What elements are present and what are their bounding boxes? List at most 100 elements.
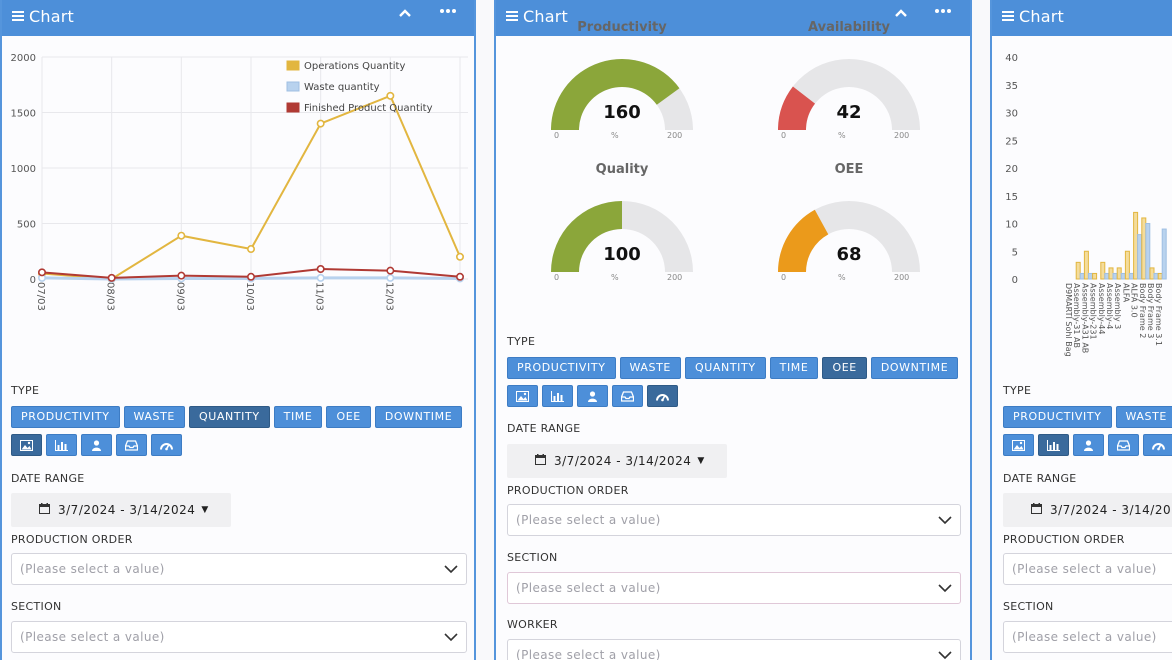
bar-operations[interactable] (1149, 267, 1155, 280)
gauge-fill (551, 59, 680, 130)
type-button-waste[interactable]: WASTE (619, 357, 681, 379)
type-button-waste[interactable]: WASTE (123, 406, 185, 428)
bar-operations[interactable] (1141, 217, 1147, 280)
y-tick-label: 35 (1005, 81, 1018, 92)
type-button-quantity[interactable]: QUANTITY (684, 357, 766, 379)
bar-waste[interactable] (1161, 228, 1167, 280)
user-view-button[interactable] (81, 434, 112, 456)
type-button-waste[interactable]: WASTE (1115, 406, 1172, 428)
bar-waste[interactable] (1104, 272, 1110, 280)
legend-label[interactable]: Finished Product Quantity (304, 103, 433, 114)
type-button-productivity[interactable]: PRODUCTIVITY (1003, 406, 1112, 428)
chevron-up-icon[interactable] (894, 6, 908, 24)
type-button-quantity[interactable]: QUANTITY (188, 406, 270, 428)
production-order-select[interactable]: (Please select a value) (507, 504, 961, 536)
legend-swatch (286, 81, 300, 92)
type-button-time[interactable]: TIME (273, 406, 323, 428)
more-icon[interactable] (934, 4, 952, 22)
type-button-downtime[interactable]: DOWNTIME (374, 406, 463, 428)
bar-operations[interactable] (1157, 272, 1163, 280)
type-button-time[interactable]: TIME (769, 357, 819, 379)
date-range-picker[interactable]: 3/7/2024 - 3/14/2024 ▼ (507, 444, 727, 478)
tray-view-button[interactable] (612, 385, 643, 407)
hamburger-menu-icon[interactable] (12, 7, 24, 26)
gauge-fill (778, 209, 829, 272)
chevron-up-icon[interactable] (398, 6, 412, 24)
y-tick-label: 40 (1005, 53, 1018, 64)
data-point[interactable] (455, 252, 464, 261)
bar-waste[interactable] (1079, 272, 1085, 280)
hamburger-menu-icon[interactable] (1002, 7, 1014, 26)
data-point[interactable] (177, 271, 186, 280)
hamburger-menu-icon[interactable] (506, 7, 518, 26)
user-view-button[interactable] (577, 385, 608, 407)
section-select[interactable]: (Please select a value) (11, 621, 467, 653)
data-point[interactable] (316, 119, 325, 128)
legend-label[interactable]: Waste quantity (304, 82, 380, 93)
bar-waste[interactable] (1153, 272, 1159, 280)
type-button-row: PRODUCTIVITY WASTE QUANTITY TIME OEE DOWNTIME (507, 357, 959, 379)
date-range-picker[interactable]: 3/7/2024 - 3/14/2024 ▼ (11, 493, 231, 527)
gauge-view-button[interactable] (151, 434, 182, 456)
image-view-button[interactable] (507, 385, 538, 407)
image-view-button[interactable] (11, 434, 42, 456)
gauge-unit-label: % (611, 131, 619, 140)
data-point[interactable] (386, 91, 395, 100)
date-range-label: DATE RANGE (507, 422, 581, 435)
data-point[interactable] (247, 272, 256, 281)
section-select[interactable]: (Please select a value) (507, 572, 961, 604)
gauge-view-button[interactable] (1143, 434, 1172, 456)
gauge-title: Availability (808, 20, 890, 35)
type-button-downtime[interactable]: DOWNTIME (870, 357, 959, 379)
type-button-oee[interactable]: OEE (326, 406, 371, 428)
bar-waste[interactable] (1128, 272, 1134, 280)
production-order-select[interactable]: (Please select a value) (11, 553, 467, 585)
data-point[interactable] (316, 273, 325, 282)
bar-operations[interactable] (1133, 211, 1139, 280)
type-button-productivity[interactable]: PRODUCTIVITY (507, 357, 616, 379)
type-button-productivity[interactable]: PRODUCTIVITY (11, 406, 120, 428)
bar-operations[interactable] (1124, 250, 1130, 280)
chart-panel-quantity: Chart 0 500 1000 1500 2000 07/03 08/03 09/03 10/… (0, 0, 476, 660)
gauge-view-button[interactable] (647, 385, 678, 407)
tray-view-button[interactable] (116, 434, 147, 456)
bar-waste[interactable] (1112, 272, 1118, 280)
type-button-row: PRODUCTIVITY WASTE QUANTITY TIME OEE DOWNTIME (11, 406, 463, 428)
worker-select[interactable]: (Please select a value) (507, 639, 961, 660)
date-range-picker[interactable]: 3/7/2024 - 3/14/2024 (1003, 493, 1172, 527)
data-point[interactable] (107, 273, 116, 282)
bar-chart-view-button[interactable] (542, 385, 573, 407)
data-point[interactable] (37, 268, 46, 277)
user-view-button[interactable] (1073, 434, 1104, 456)
gauge-icon (160, 440, 173, 451)
y-tick-label: 1000 (11, 164, 36, 175)
production-order-select[interactable]: (Please select a value) (1003, 553, 1172, 585)
bar-waste[interactable] (1120, 272, 1126, 280)
bar-waste[interactable] (1087, 272, 1093, 280)
bar-operations[interactable] (1092, 272, 1098, 280)
bar-waste[interactable] (1137, 234, 1143, 280)
image-view-button[interactable] (1003, 434, 1034, 456)
bar-waste[interactable] (1145, 223, 1151, 280)
bar-operations[interactable] (1100, 261, 1106, 280)
view-icon-row (507, 385, 678, 407)
bar-chart-view-button[interactable] (1038, 434, 1069, 456)
data-point[interactable] (455, 272, 464, 281)
data-point[interactable] (386, 266, 395, 275)
data-point[interactable] (316, 265, 325, 274)
type-button-oee[interactable]: OEE (822, 357, 867, 379)
data-point[interactable] (177, 231, 186, 240)
bar-operations[interactable] (1108, 267, 1114, 280)
section-select[interactable]: (Please select a value) (1003, 621, 1172, 653)
legend-label[interactable]: Operations Quantity (304, 61, 405, 72)
data-point[interactable] (247, 245, 256, 254)
data-point[interactable] (386, 273, 395, 282)
bar-operations[interactable] (1075, 261, 1081, 280)
x-tick-label: 11/03 (314, 282, 325, 311)
bar-operations[interactable] (1116, 267, 1122, 280)
bar-operations[interactable] (1083, 250, 1089, 280)
tray-view-button[interactable] (1108, 434, 1139, 456)
bar-chart-view-button[interactable] (46, 434, 77, 456)
more-icon[interactable] (439, 4, 457, 22)
